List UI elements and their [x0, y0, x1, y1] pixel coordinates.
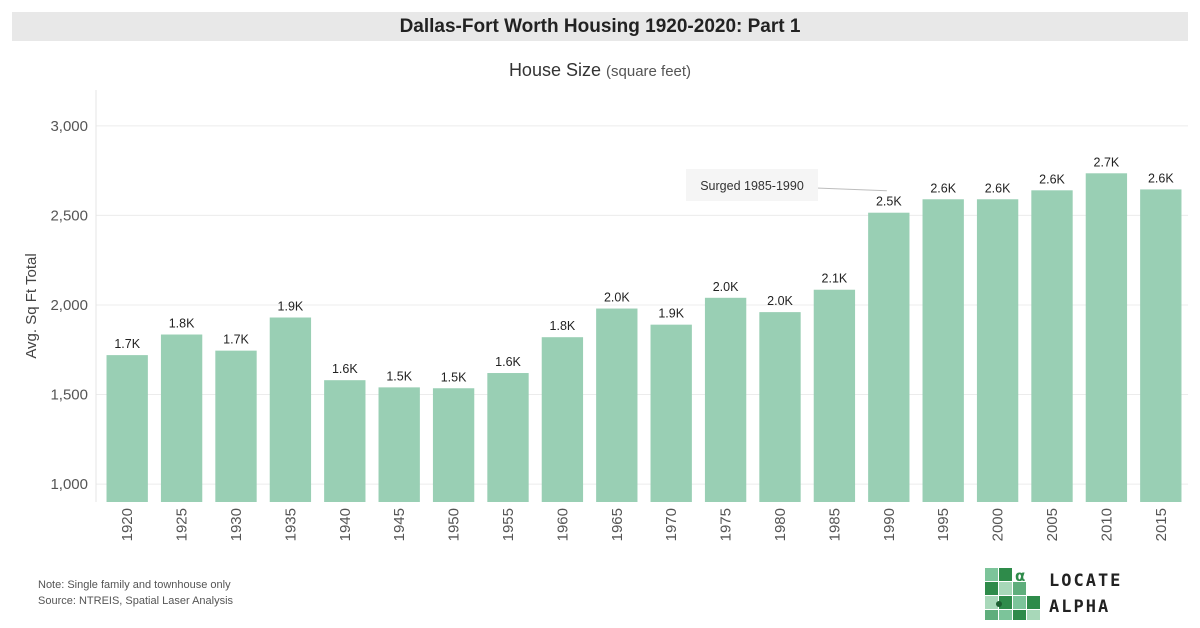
annotation-leader-line — [815, 187, 887, 192]
bar-1950 — [432, 388, 475, 502]
data-label-1975: 2.0K — [713, 280, 739, 294]
x-tick-label-2005: 2005 — [1044, 508, 1061, 541]
y-tick-label: 2,000 — [50, 297, 88, 314]
x-tick-label-1965: 1965 — [609, 508, 626, 541]
x-tick-label-1955: 1955 — [500, 508, 517, 541]
data-label-1920: 1.7K — [114, 337, 140, 351]
title-bar: Dallas-Fort Worth Housing 1920-2020: Par… — [12, 12, 1188, 41]
bar-1925 — [160, 334, 203, 502]
annotation-text: Surged 1985-1990 — [700, 179, 804, 193]
annotation-box — [686, 169, 818, 201]
bar-1935 — [269, 317, 312, 502]
bar-1940 — [324, 380, 366, 502]
data-label-1990: 2.5K — [876, 195, 902, 209]
y-axis-title: Avg. Sq Ft Total — [23, 253, 40, 358]
logo-symbol: α — [1015, 568, 1025, 585]
x-tick-label-1945: 1945 — [391, 508, 408, 541]
x-tick-label-1980: 1980 — [772, 508, 789, 541]
x-tick-label-1920: 1920 — [119, 508, 136, 541]
bar-1945 — [378, 387, 420, 502]
x-tick-label-2000: 2000 — [990, 508, 1007, 541]
data-label-1980: 2.0K — [767, 294, 793, 308]
x-tick-label-1935: 1935 — [282, 508, 299, 541]
bar-1980 — [759, 312, 801, 502]
logo-line2: ALPHA — [1049, 597, 1111, 617]
locate-alpha-logo: α LOCATE ALPHA — [985, 567, 1185, 620]
x-tick-label-1940: 1940 — [337, 508, 354, 541]
bar-2015 — [1140, 189, 1182, 502]
data-label-2015: 2.6K — [1148, 171, 1174, 185]
bar-1955 — [487, 373, 529, 502]
x-tick-label-1985: 1985 — [826, 508, 843, 541]
page-title: Dallas-Fort Worth Housing 1920-2020: Par… — [399, 15, 801, 37]
data-label-2010: 2.7K — [1094, 155, 1120, 169]
chart-subtitle-main: House Size — [508, 60, 601, 80]
data-label-2005: 2.6K — [1039, 172, 1065, 186]
bar-1975 — [704, 297, 747, 502]
x-tick-label-2015: 2015 — [1153, 508, 1170, 541]
bar-1970 — [650, 324, 692, 502]
chart-subtitle-unit: (square feet) — [606, 63, 692, 80]
bar-1930 — [215, 350, 257, 502]
x-tick-label-1960: 1960 — [554, 508, 571, 541]
x-tick-label-1950: 1950 — [446, 508, 463, 541]
data-label-1925: 1.8K — [169, 317, 195, 331]
data-label-2000: 2.6K — [985, 181, 1011, 195]
data-label-1930: 1.7K — [223, 333, 249, 347]
x-tick-label-1970: 1970 — [663, 508, 680, 541]
bar-1960 — [541, 337, 584, 502]
bar-1985 — [813, 289, 856, 502]
logo-line1: LOCATE — [1049, 571, 1123, 591]
data-label-1985: 2.1K — [822, 272, 848, 286]
x-tick-label-1990: 1990 — [881, 508, 898, 541]
bar-1965 — [596, 308, 638, 502]
data-label-1965: 2.0K — [604, 291, 630, 305]
footnote-note: Note: Single family and townhouse only — [38, 579, 231, 591]
data-label-1955: 1.6K — [495, 355, 521, 369]
data-label-1935: 1.9K — [278, 299, 304, 313]
logo-mark-icon: α — [985, 567, 1040, 620]
y-tick-label: 2,500 — [50, 207, 88, 224]
bar-1920 — [106, 355, 148, 502]
data-label-1950: 1.5K — [441, 370, 467, 384]
x-tick-label-1975: 1975 — [718, 508, 735, 541]
bar-2005 — [1031, 190, 1073, 502]
x-tick-label-1930: 1930 — [228, 508, 245, 541]
chart-subtitle: House Size (square feet) — [0, 60, 1200, 81]
x-tick-label-2010: 2010 — [1098, 508, 1115, 541]
data-label-1970: 1.9K — [658, 307, 684, 321]
bar-1990 — [868, 212, 910, 502]
y-tick-label: 1,500 — [50, 387, 88, 404]
bar-2010 — [1085, 173, 1128, 502]
data-label-1960: 1.8K — [550, 319, 576, 333]
footnote-source: Source: NTREIS, Spatial Laser Analysis — [38, 595, 234, 607]
x-tick-label-1925: 1925 — [174, 508, 191, 541]
bar-2000 — [976, 199, 1019, 502]
y-tick-label: 1,000 — [50, 476, 88, 493]
data-label-1995: 2.6K — [930, 181, 956, 195]
x-tick-label-1995: 1995 — [935, 508, 952, 541]
y-tick-label: 3,000 — [50, 118, 88, 135]
data-label-1940: 1.6K — [332, 362, 358, 376]
data-label-1945: 1.5K — [386, 369, 412, 383]
bar-1995 — [922, 199, 964, 502]
